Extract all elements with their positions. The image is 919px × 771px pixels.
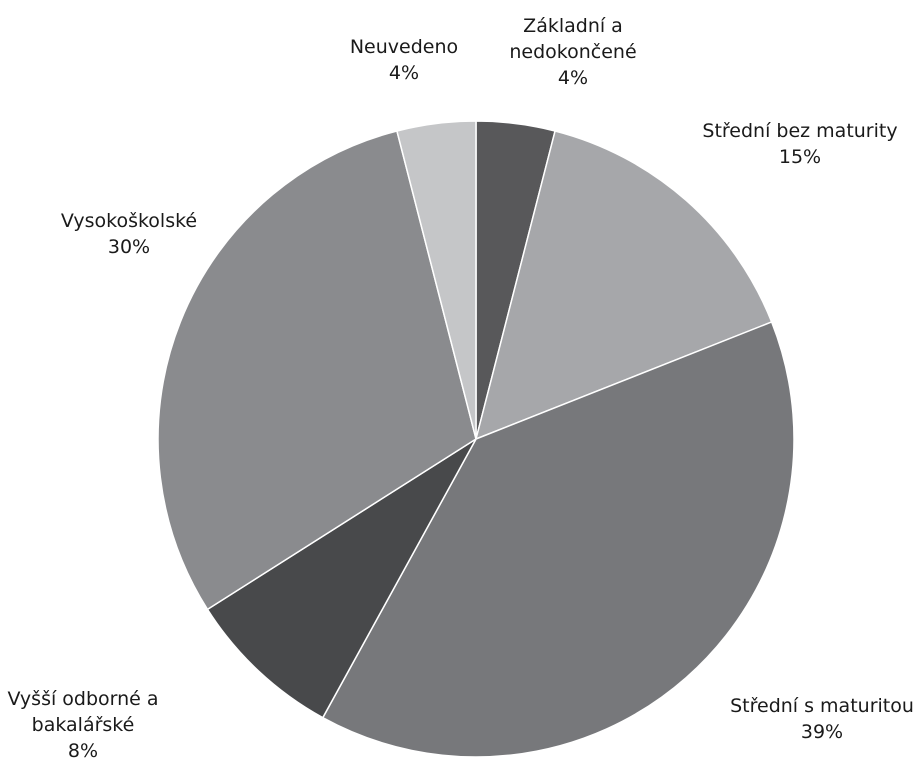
slice-category-label: Vysokoškolské	[61, 210, 197, 232]
slice-percent-label: 30%	[108, 236, 150, 258]
pie-slice	[474, 130, 773, 441]
slice-category-label: Střední bez maturity	[702, 120, 897, 142]
slice-category-label: Vyšší odborné a	[7, 688, 158, 710]
pie-slice	[206, 438, 477, 719]
slice-category-label: Základní a	[523, 15, 623, 37]
slice-percent-label: 4%	[389, 62, 419, 84]
pie-labels: Základní a nedokončené 4% Střední bez matur…	[7, 15, 913, 762]
slice-percent-label: 4%	[558, 67, 588, 89]
slice-category-label: nedokončené	[509, 41, 636, 63]
slice-percent-label: 39%	[801, 721, 843, 743]
slice-category-label: Neuvedeno	[350, 36, 458, 58]
pie-slices	[157, 120, 795, 758]
slice-percent-label: 15%	[779, 146, 821, 168]
pie-slice	[321, 320, 795, 758]
pie-slice	[157, 130, 477, 611]
slice-percent-label: 8%	[68, 740, 98, 762]
pie-slice	[396, 120, 477, 440]
slice-category-label: bakalářské	[32, 714, 135, 736]
slice-category-label: Střední s maturitou	[730, 695, 914, 717]
